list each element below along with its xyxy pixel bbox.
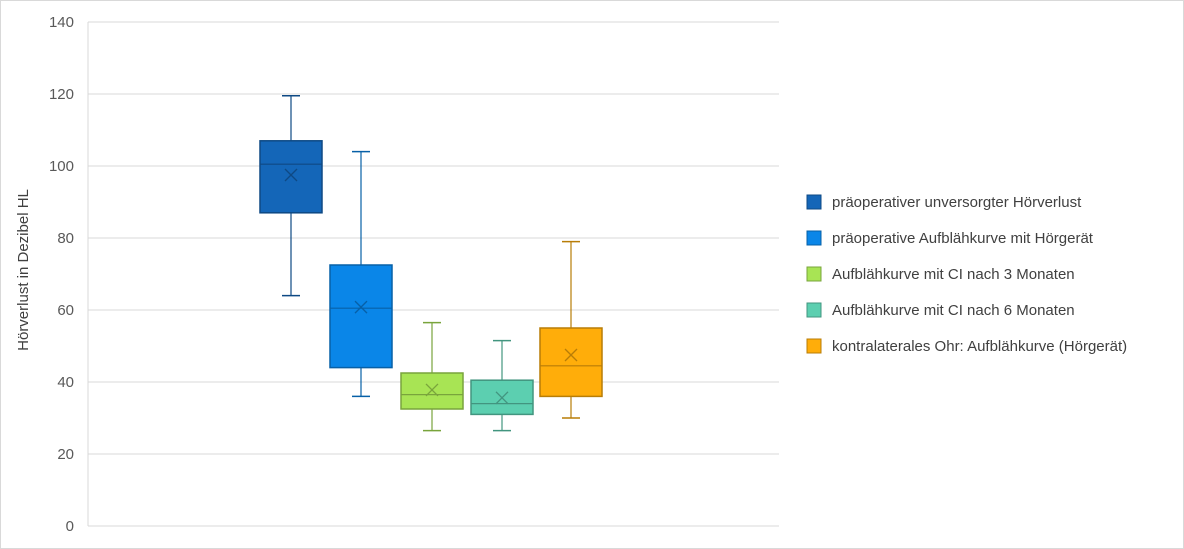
y-axis-ticks: 0 20 40 60 80 100 120 140 bbox=[49, 14, 74, 535]
y-tick-label-140: 140 bbox=[49, 14, 74, 31]
y-tick-label-60: 60 bbox=[57, 302, 74, 319]
legend-label: präoperativer unversorgter Hörverlust bbox=[832, 194, 1082, 211]
legend-swatch bbox=[806, 230, 822, 246]
box-4 bbox=[470, 339, 534, 432]
box-5 bbox=[539, 240, 603, 419]
y-tick-label-20: 20 bbox=[57, 446, 74, 463]
legend-item-1: präoperativer unversorgter Hörverlust bbox=[806, 194, 1082, 211]
legend-item-2: präoperative Aufblähkurve mit Hörgerät bbox=[806, 230, 1094, 247]
box-iqr bbox=[400, 372, 464, 410]
legend: präoperativer unversorgter Hörverlust prä… bbox=[806, 194, 1127, 355]
legend-label: kontralaterales Ohr: Aufblähkurve (Hörge… bbox=[832, 338, 1127, 355]
legend-item-4: Aufblähkurve mit CI nach 6 Monaten bbox=[806, 302, 1075, 319]
box-2 bbox=[329, 150, 393, 398]
y-tick-label-120: 120 bbox=[49, 86, 74, 103]
legend-label: Aufblähkurve mit CI nach 3 Monaten bbox=[832, 266, 1075, 283]
legend-item-5: kontralaterales Ohr: Aufblähkurve (Hörge… bbox=[806, 338, 1127, 355]
legend-label: Aufblähkurve mit CI nach 6 Monaten bbox=[832, 302, 1075, 319]
mean-marker bbox=[495, 391, 509, 405]
y-tick-label-40: 40 bbox=[57, 374, 74, 391]
legend-swatch bbox=[806, 194, 822, 210]
box-series bbox=[259, 95, 603, 432]
legend-swatch bbox=[806, 266, 822, 282]
mean-marker bbox=[284, 168, 298, 182]
grid-lines bbox=[87, 21, 779, 527]
box-iqr bbox=[539, 327, 603, 398]
mean-marker bbox=[425, 383, 439, 397]
y-tick-label-0: 0 bbox=[66, 518, 74, 535]
y-tick-label-80: 80 bbox=[57, 230, 74, 247]
box-1 bbox=[259, 95, 323, 297]
box-3 bbox=[400, 321, 464, 432]
mean-marker bbox=[564, 348, 578, 362]
legend-item-3: Aufblähkurve mit CI nach 3 Monaten bbox=[806, 266, 1075, 283]
legend-swatch bbox=[806, 302, 822, 318]
legend-swatch bbox=[806, 338, 822, 354]
legend-label: präoperative Aufblähkurve mit Hörgerät bbox=[832, 230, 1094, 247]
y-axis-label: Hörverlust in Dezibel HL bbox=[15, 189, 32, 351]
box-iqr bbox=[329, 264, 393, 369]
mean-marker bbox=[354, 300, 368, 314]
y-tick-label-100: 100 bbox=[49, 158, 74, 175]
box-iqr bbox=[259, 140, 323, 214]
